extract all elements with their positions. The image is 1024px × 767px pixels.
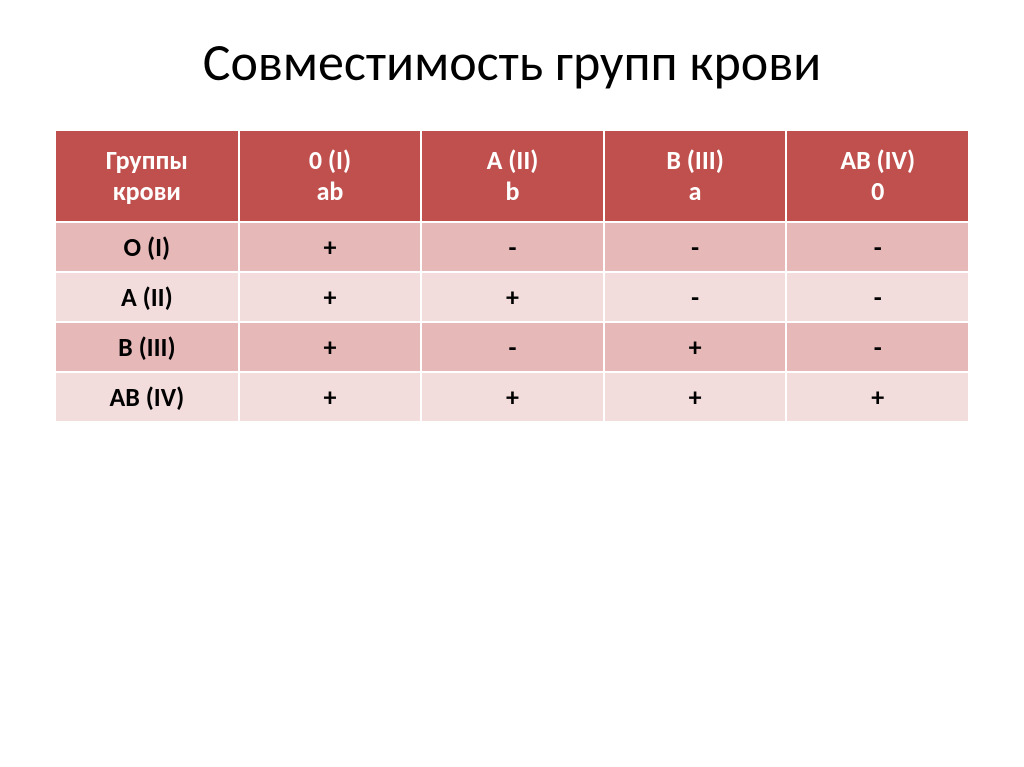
header-line1: Группы (106, 144, 188, 176)
header-line2: a (689, 175, 702, 207)
row-label: O (I) (55, 222, 239, 272)
header-line2: ab (317, 175, 344, 207)
cell: + (604, 322, 787, 372)
cell: - (786, 222, 969, 272)
cell: - (786, 322, 969, 372)
cell: - (421, 222, 604, 272)
cell: + (421, 372, 604, 422)
blood-compatibility-table: Группы крови 0 (I) ab A (II) b B (III) a… (54, 129, 970, 423)
cell: - (604, 222, 787, 272)
cell: + (239, 272, 422, 322)
header-line1: AB (IV) (840, 144, 915, 176)
row-label: AB (IV) (55, 372, 239, 422)
header-cell-rowlabel: Группы крови (55, 130, 239, 222)
row-label: A (II) (55, 272, 239, 322)
cell: + (604, 372, 787, 422)
header-line1: 0 (I) (309, 144, 351, 176)
cell: - (604, 272, 787, 322)
cell: + (421, 272, 604, 322)
table-row: A (II) + + - - (55, 272, 969, 322)
page-title: Совместимость групп крови (203, 30, 821, 94)
cell: - (421, 322, 604, 372)
cell: + (239, 372, 422, 422)
header-line2: крови (113, 175, 181, 207)
table-row: AB (IV) + + + + (55, 372, 969, 422)
header-line1: B (III) (666, 144, 723, 176)
header-line2: b (506, 175, 520, 207)
header-line2: 0 (871, 175, 884, 207)
table-row: O (I) + - - - (55, 222, 969, 272)
cell: + (239, 322, 422, 372)
cell: + (239, 222, 422, 272)
table-header-row: Группы крови 0 (I) ab A (II) b B (III) a… (55, 130, 969, 222)
row-label: B (III) (55, 322, 239, 372)
header-cell-col1: 0 (I) ab (239, 130, 422, 222)
cell: + (786, 372, 969, 422)
header-cell-col4: AB (IV) 0 (786, 130, 969, 222)
header-cell-col3: B (III) a (604, 130, 787, 222)
header-cell-col2: A (II) b (421, 130, 604, 222)
header-line1: A (II) (487, 144, 539, 176)
table-row: B (III) + - + - (55, 322, 969, 372)
cell: - (786, 272, 969, 322)
